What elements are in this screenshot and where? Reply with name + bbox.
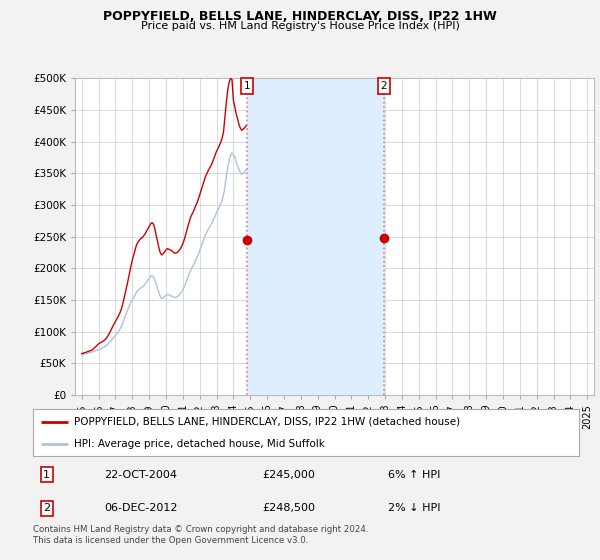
Text: 06-DEC-2012: 06-DEC-2012 — [104, 503, 178, 513]
Text: 22-OCT-2004: 22-OCT-2004 — [104, 470, 177, 480]
Text: 2: 2 — [43, 503, 50, 513]
Text: 2% ↓ HPI: 2% ↓ HPI — [388, 503, 440, 513]
Text: POPPYFIELD, BELLS LANE, HINDERCLAY, DISS, IP22 1HW (detached house): POPPYFIELD, BELLS LANE, HINDERCLAY, DISS… — [74, 417, 460, 427]
Bar — [247, 78, 384, 395]
Text: 6% ↑ HPI: 6% ↑ HPI — [388, 470, 440, 480]
Text: 1: 1 — [244, 81, 251, 91]
Text: HPI: Average price, detached house, Mid Suffolk: HPI: Average price, detached house, Mid … — [74, 438, 325, 449]
Text: 2: 2 — [380, 81, 387, 91]
Text: Contains HM Land Registry data © Crown copyright and database right 2024.
This d: Contains HM Land Registry data © Crown c… — [33, 525, 368, 545]
Text: Price paid vs. HM Land Registry's House Price Index (HPI): Price paid vs. HM Land Registry's House … — [140, 21, 460, 31]
Text: POPPYFIELD, BELLS LANE, HINDERCLAY, DISS, IP22 1HW: POPPYFIELD, BELLS LANE, HINDERCLAY, DISS… — [103, 10, 497, 23]
Text: 1: 1 — [43, 470, 50, 480]
Text: £245,000: £245,000 — [262, 470, 315, 480]
Text: £248,500: £248,500 — [262, 503, 316, 513]
